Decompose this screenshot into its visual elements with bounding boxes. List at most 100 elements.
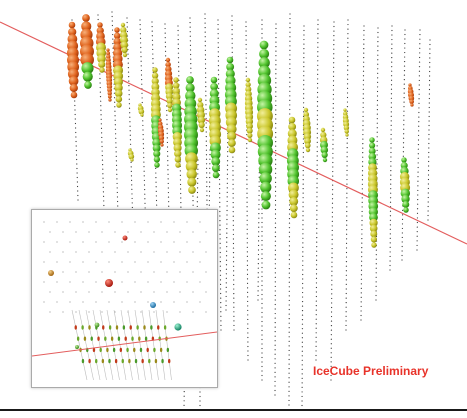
inset-dom — [192, 231, 194, 233]
dom-dot — [275, 154, 277, 156]
dom-dot — [345, 311, 347, 313]
inset-hit — [92, 347, 96, 353]
dom-dot — [401, 232, 403, 234]
dom-dot — [345, 320, 347, 322]
dom-dot — [332, 75, 335, 77]
dom-dot — [288, 345, 290, 347]
dom-dot — [155, 186, 157, 188]
dom-dot — [390, 179, 392, 181]
dom-dot — [76, 167, 78, 170]
dom-dot — [302, 251, 304, 253]
dom-hit — [82, 14, 90, 22]
dom-dot — [141, 101, 143, 104]
dom-dot — [362, 124, 364, 127]
inset-hit — [122, 325, 126, 330]
dom-dot — [142, 133, 144, 136]
dom-dot — [275, 64, 277, 66]
dom-dot — [316, 250, 318, 252]
dom-dot — [288, 222, 291, 224]
dom-dot — [226, 173, 229, 175]
dom-dot — [75, 145, 77, 147]
dom-dot — [220, 288, 222, 290]
dom-dot — [226, 200, 228, 203]
dom-hit — [258, 162, 273, 177]
dom-dot — [331, 306, 333, 309]
dom-dot — [245, 25, 247, 28]
dom-dot — [231, 24, 233, 26]
dom-dot — [332, 80, 335, 82]
dom-dot — [232, 170, 234, 172]
dom-hit — [106, 51, 111, 56]
inset-dom — [160, 261, 162, 263]
dom-dot — [275, 159, 277, 161]
dom-dot — [219, 247, 221, 249]
dom-dot — [330, 334, 332, 336]
dom-dot — [206, 185, 208, 188]
dom-dot — [246, 287, 249, 289]
dom-dot — [416, 244, 418, 247]
dom-dot — [247, 359, 249, 361]
dom-dot — [376, 158, 378, 161]
dom-dot — [232, 174, 234, 176]
dom-dot — [302, 278, 304, 280]
dom-hit — [259, 40, 269, 50]
dom-dot — [274, 344, 276, 346]
dom-dot — [226, 187, 228, 189]
dom-dot — [225, 282, 227, 284]
dom-dot — [166, 137, 168, 139]
dom-hit — [343, 108, 347, 112]
dom-dot — [219, 215, 221, 217]
dom-dot — [226, 196, 228, 198]
inset-string — [141, 309, 153, 381]
dom-dot — [347, 42, 349, 44]
dom-dot — [332, 152, 334, 155]
dom-dot — [274, 385, 276, 387]
dom-dot — [231, 42, 233, 44]
dom-dot — [275, 91, 277, 93]
dom-dot — [303, 25, 305, 27]
dom-dot — [275, 104, 277, 107]
dom-dot — [258, 226, 260, 228]
dom-dot — [302, 188, 304, 190]
inset-dom — [153, 271, 155, 273]
inset-hit — [81, 325, 84, 330]
dom-dot — [220, 302, 222, 304]
dom-dot — [246, 242, 248, 244]
dom-dot — [129, 130, 131, 132]
dom-dot — [101, 145, 103, 148]
dom-dot — [261, 334, 263, 336]
dom-dot — [418, 93, 420, 95]
inset-dom — [121, 221, 123, 223]
dom-dot — [100, 105, 102, 107]
dom-dot — [302, 169, 304, 172]
dom-dot — [345, 329, 347, 331]
dom-dot — [274, 331, 276, 333]
dom-dot — [361, 170, 364, 172]
inset-hit — [163, 325, 167, 330]
dom-dot — [100, 109, 102, 111]
dom-dot — [233, 306, 235, 308]
dom-dot — [390, 188, 392, 190]
dom-dot — [74, 118, 76, 120]
dom-dot — [99, 86, 101, 89]
dom-hit — [106, 48, 110, 52]
dom-dot — [139, 37, 142, 39]
dom-dot — [179, 183, 182, 186]
dom-dot — [429, 39, 431, 41]
dom-dot — [288, 236, 291, 238]
dom-dot — [389, 224, 391, 226]
dom-dot — [361, 201, 363, 203]
dom-hit — [304, 142, 311, 149]
inset-dom — [49, 311, 51, 313]
dom-dot — [151, 44, 154, 46]
dom-dot — [261, 280, 263, 282]
dom-dot — [418, 75, 420, 77]
dom-dot — [302, 260, 304, 262]
dom-dot — [167, 187, 169, 189]
inset-hit — [102, 325, 105, 330]
dom-dot — [361, 215, 363, 217]
dom-dot — [391, 29, 393, 32]
dom-dot — [427, 214, 429, 217]
dom-dot — [331, 275, 333, 277]
dom-dot — [303, 79, 305, 81]
